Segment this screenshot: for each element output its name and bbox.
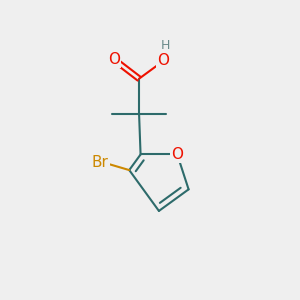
Text: H: H [161, 40, 170, 52]
Text: Br: Br [92, 155, 109, 170]
Text: O: O [171, 147, 183, 162]
Text: O: O [108, 52, 120, 67]
Text: O: O [158, 53, 169, 68]
